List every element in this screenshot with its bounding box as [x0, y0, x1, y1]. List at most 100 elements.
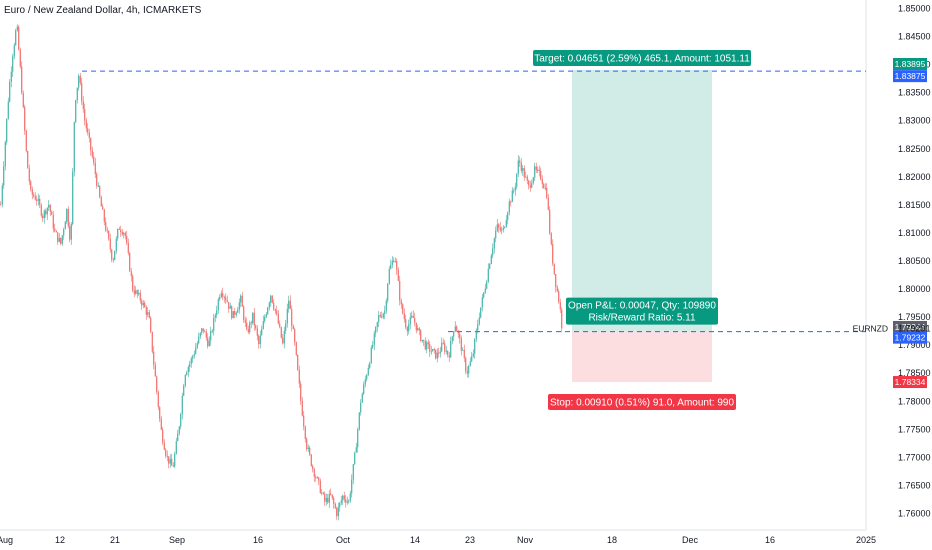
candle-body — [31, 189, 33, 195]
candle-body — [522, 168, 524, 171]
stop-zone[interactable] — [572, 331, 712, 383]
y-tick-label: 1.83000 — [898, 116, 931, 126]
candle-body — [361, 393, 363, 403]
candle-body — [51, 211, 53, 215]
target-label-box[interactable] — [533, 50, 751, 67]
candle-body — [211, 330, 213, 332]
x-tick-label: 16 — [765, 535, 775, 545]
candle-body — [393, 260, 395, 262]
candle-body — [448, 355, 450, 358]
y-tick-label: 1.78000 — [898, 396, 931, 406]
candle-body — [453, 331, 455, 337]
candle-body — [282, 337, 284, 344]
candle-body — [459, 333, 461, 339]
candle-body — [295, 342, 297, 355]
candle-body — [235, 312, 237, 315]
candle-body — [70, 223, 72, 240]
candle-body — [435, 349, 437, 359]
candle-body — [475, 330, 477, 340]
candle-body — [118, 228, 120, 230]
candle-body — [516, 173, 518, 187]
candle-body — [0, 204, 2, 206]
candle-body — [93, 156, 95, 163]
candle-body — [427, 342, 429, 345]
candle-body — [477, 324, 479, 331]
candle-body — [78, 75, 80, 88]
candle-body — [136, 290, 138, 295]
candle-body — [280, 326, 282, 338]
target-zone[interactable] — [572, 70, 712, 332]
candle-body — [520, 162, 522, 171]
candle-body — [277, 313, 279, 324]
candle-body — [217, 299, 219, 311]
candle-body — [84, 109, 86, 121]
candle-body — [171, 458, 173, 466]
candle-body — [549, 209, 551, 234]
candle-body — [72, 171, 74, 224]
candle-body — [61, 235, 63, 244]
candle-body — [390, 264, 392, 269]
candle-body — [550, 233, 552, 245]
candle-body — [505, 220, 507, 227]
candle-body — [3, 166, 5, 186]
candle-body — [346, 501, 348, 503]
candle-body — [198, 336, 200, 344]
candle-body — [147, 312, 149, 315]
candle-body — [150, 318, 152, 332]
candle-body — [304, 426, 306, 439]
candle-body — [178, 426, 180, 434]
candle-body — [201, 328, 203, 333]
stop-label-box[interactable] — [548, 394, 736, 411]
candle-body — [343, 495, 345, 500]
candle-body — [228, 302, 230, 309]
chart-title: Euro / New Zealand Dollar, 4h, ICMARKETS — [4, 5, 202, 16]
candle-body — [108, 231, 110, 239]
candle-body — [333, 498, 335, 504]
candle-body — [399, 280, 401, 301]
candle-body — [370, 347, 372, 363]
price-tag-text: 1.78334 — [895, 377, 926, 387]
candle-body — [12, 56, 14, 72]
candle-body — [184, 374, 186, 386]
y-tick-label: 1.78500 — [898, 368, 931, 378]
candle-body — [54, 228, 56, 232]
candle-body — [342, 495, 344, 501]
candle-body — [483, 292, 485, 298]
x-tick-label: Oct — [336, 535, 351, 545]
candle-body — [519, 160, 521, 163]
candle-body — [367, 367, 369, 376]
x-tick-label: Sep — [169, 535, 185, 545]
candle-body — [160, 418, 162, 430]
candle-body — [271, 295, 273, 303]
candle-body — [417, 328, 419, 331]
candle-body — [193, 353, 195, 357]
candle-body — [441, 342, 443, 352]
x-axis: Aug 12 21 Sep 16 Oct 14 23 Nov 18 Dec 16 2025 — [0, 535, 876, 545]
candle-body — [411, 315, 413, 318]
x-tick-label: 12 — [55, 535, 65, 545]
candle-body — [502, 227, 504, 230]
pnl-label-box[interactable] — [566, 297, 718, 325]
candle-body — [273, 302, 275, 310]
candle-body — [135, 290, 137, 294]
candle-body — [244, 319, 246, 323]
candle-body — [36, 199, 38, 201]
price-tag-target — [893, 58, 927, 71]
candle-body — [540, 171, 542, 180]
candle-body — [99, 185, 101, 198]
candle-body — [213, 317, 215, 331]
y-tick-label: 1.76500 — [898, 480, 931, 490]
candle-body — [498, 224, 500, 228]
candle-body — [256, 328, 258, 336]
candle-body — [538, 169, 540, 172]
candle-body — [331, 494, 333, 499]
candle-body — [355, 447, 357, 453]
candle-body — [484, 288, 486, 293]
y-tick-label: 1.80500 — [898, 256, 931, 266]
candle-body — [454, 326, 456, 332]
candle-body — [6, 118, 8, 143]
candle-body — [165, 449, 167, 456]
candle-body — [369, 362, 371, 368]
candle-body — [49, 204, 51, 212]
